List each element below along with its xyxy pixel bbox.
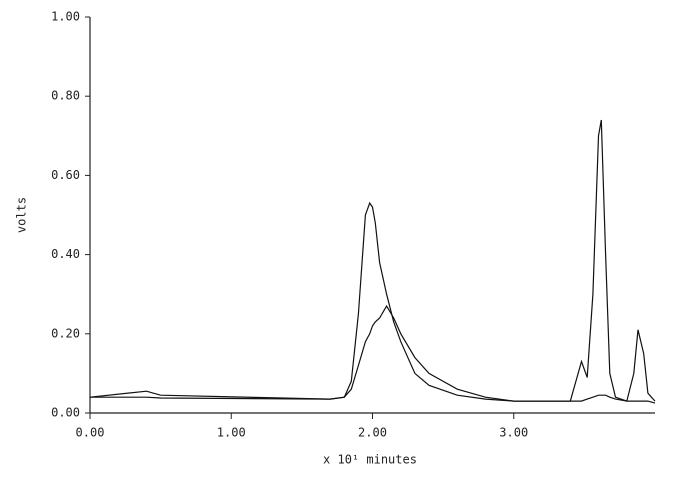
y-tick-label: 0.80 <box>51 89 80 103</box>
x-tick-label: 1.00 <box>217 426 246 440</box>
x-axis-label: x 10¹ minutes <box>323 453 417 467</box>
y-axis-label: volts <box>15 197 29 233</box>
x-tick-label: 3.00 <box>499 426 528 440</box>
series-line <box>90 119 656 404</box>
y-tick-label: 0.60 <box>51 168 80 182</box>
x-tick-label: 0.00 <box>76 426 105 440</box>
y-tick-label: 0.40 <box>51 247 80 261</box>
y-tick-label: 1.00 <box>51 10 80 24</box>
y-tick-label: 0.20 <box>51 326 80 340</box>
series-line <box>89 304 656 402</box>
y-tick-label: 0.00 <box>51 406 80 420</box>
x-tick-label: 2.00 <box>358 426 387 440</box>
